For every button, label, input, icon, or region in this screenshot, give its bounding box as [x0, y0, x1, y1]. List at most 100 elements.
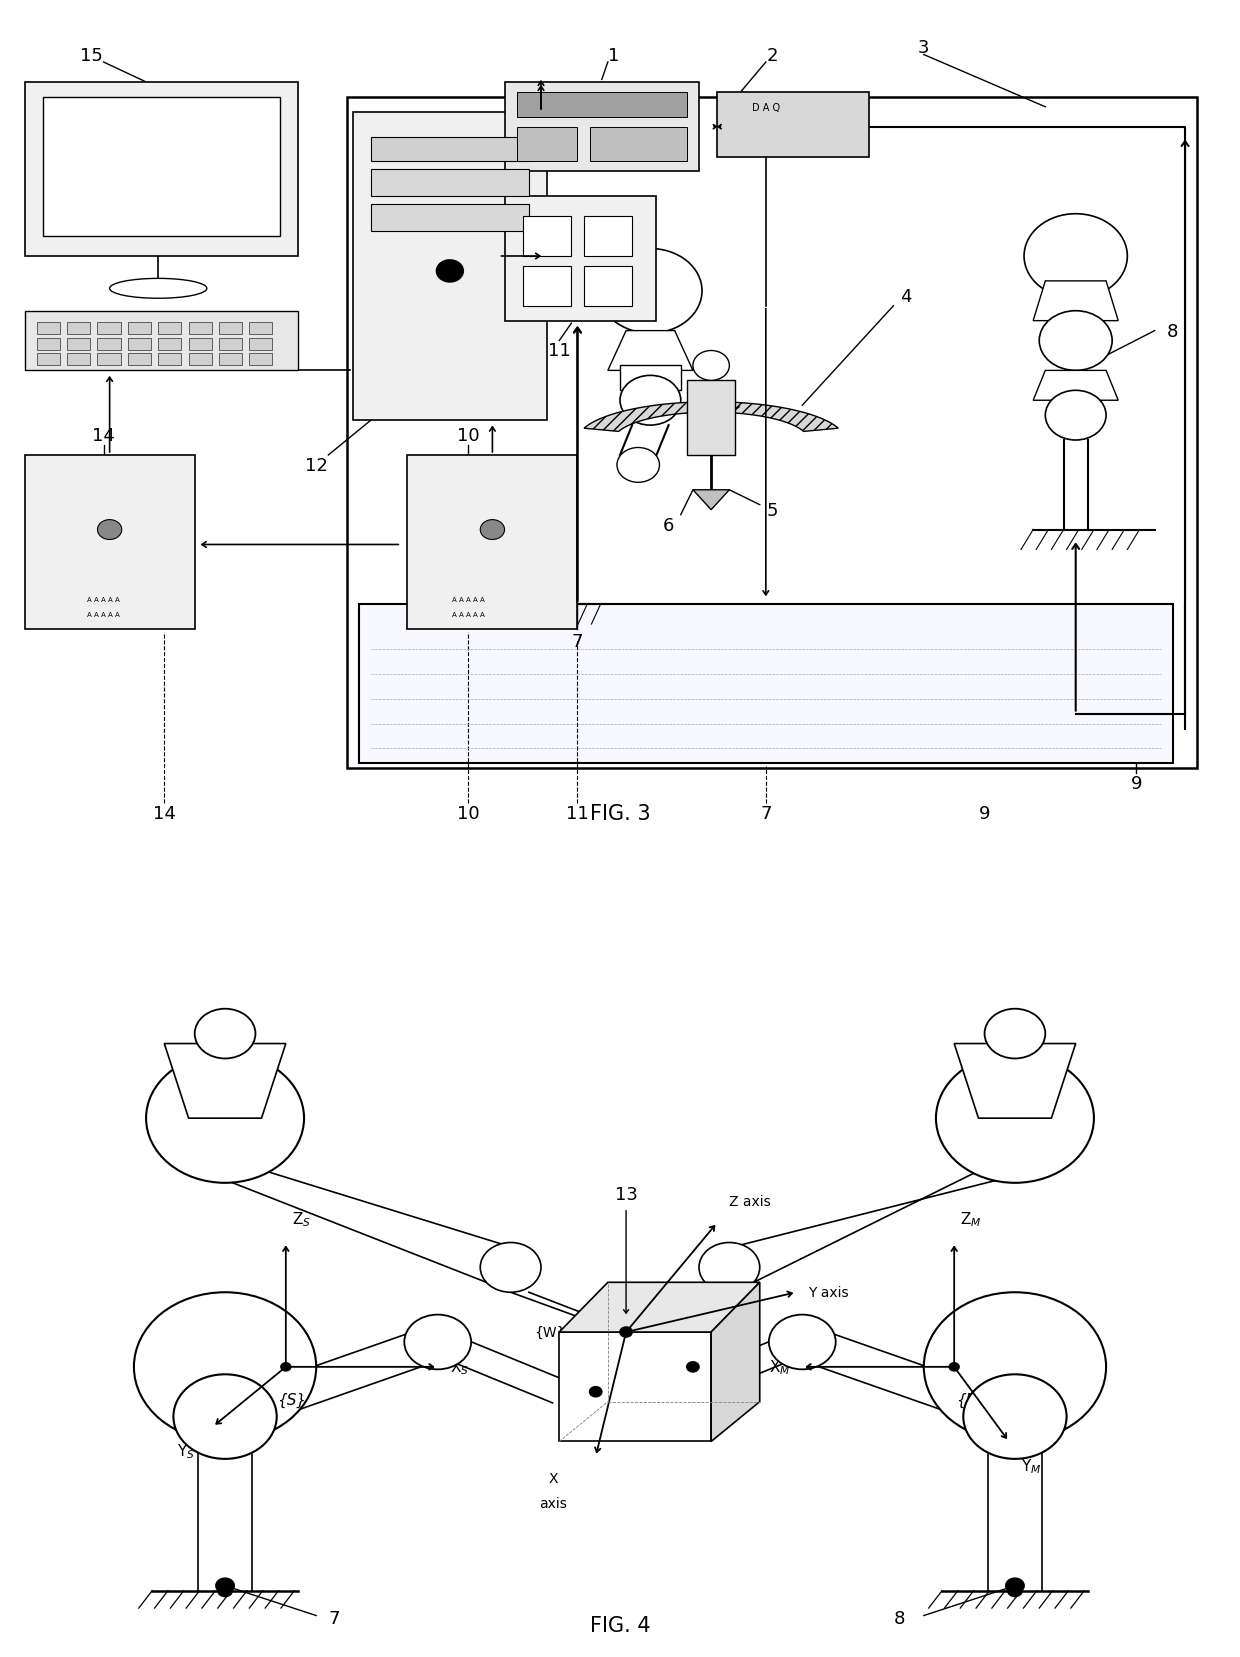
Text: 11: 11 [567, 805, 589, 822]
Text: 8: 8 [1167, 323, 1178, 340]
Circle shape [404, 1316, 471, 1369]
Bar [589, 128, 687, 162]
Bar [37, 338, 60, 350]
Circle shape [195, 1009, 255, 1059]
Text: Y axis: Y axis [808, 1286, 849, 1299]
Bar [128, 323, 151, 335]
Circle shape [599, 250, 702, 335]
Circle shape [480, 520, 505, 540]
Text: 15: 15 [79, 46, 103, 65]
Bar [584, 267, 632, 307]
Bar [523, 217, 572, 257]
Bar [37, 355, 60, 366]
Text: 14: 14 [153, 805, 176, 822]
Circle shape [963, 1375, 1066, 1460]
Text: X: X [548, 1471, 558, 1485]
Bar [249, 355, 273, 366]
Bar [188, 355, 212, 366]
Bar [407, 456, 578, 630]
Text: 12: 12 [305, 457, 327, 474]
Text: 6: 6 [663, 517, 675, 534]
Bar [188, 338, 212, 350]
Circle shape [620, 376, 681, 426]
Text: 10: 10 [456, 428, 480, 444]
Text: 7: 7 [572, 633, 583, 651]
Text: 2: 2 [766, 46, 777, 65]
Bar [517, 93, 687, 118]
Circle shape [480, 1243, 541, 1292]
Bar [67, 355, 91, 366]
Bar [352, 113, 547, 421]
Bar [25, 312, 298, 371]
Bar [67, 338, 91, 350]
Bar [346, 98, 1197, 769]
Text: A A A A A: A A A A A [451, 611, 485, 618]
Polygon shape [954, 1044, 1075, 1118]
Text: Z$_M$: Z$_M$ [960, 1210, 982, 1228]
Text: X$_M$: X$_M$ [769, 1357, 790, 1377]
Text: Y$_S$: Y$_S$ [177, 1442, 195, 1460]
Circle shape [589, 1387, 601, 1397]
Text: 4: 4 [900, 288, 911, 305]
Text: 13: 13 [615, 1185, 637, 1203]
Text: A A A A A: A A A A A [87, 597, 120, 603]
Circle shape [1008, 1584, 1022, 1597]
Text: 8: 8 [894, 1609, 905, 1627]
Circle shape [687, 1362, 699, 1372]
Bar [371, 171, 528, 197]
Circle shape [1045, 391, 1106, 441]
Bar [620, 366, 681, 391]
Bar [584, 217, 632, 257]
Bar [98, 338, 120, 350]
Text: 9: 9 [1131, 775, 1142, 792]
Text: A A A A A: A A A A A [87, 611, 120, 618]
Text: display: display [131, 194, 186, 210]
Circle shape [618, 447, 660, 484]
Circle shape [281, 1364, 290, 1370]
Bar [67, 323, 91, 335]
Text: D A Q: D A Q [751, 103, 780, 113]
Bar [159, 323, 181, 335]
Bar [717, 93, 869, 157]
Text: 7: 7 [329, 1609, 340, 1627]
Text: 1: 1 [609, 46, 620, 65]
Polygon shape [693, 490, 729, 510]
Circle shape [769, 1316, 836, 1369]
Circle shape [620, 1327, 632, 1337]
Circle shape [950, 1364, 959, 1370]
Text: P$_x$: P$_x$ [564, 1370, 580, 1387]
Bar [25, 83, 298, 257]
Bar [371, 205, 528, 232]
Polygon shape [584, 403, 838, 432]
Circle shape [174, 1375, 277, 1460]
Circle shape [216, 1577, 234, 1594]
Bar [188, 323, 212, 335]
Text: {W}: {W} [533, 1326, 565, 1339]
Circle shape [936, 1054, 1094, 1183]
Text: P$_{ori}$: P$_{ori}$ [639, 1301, 661, 1317]
Text: 11: 11 [548, 343, 570, 360]
Text: 5: 5 [766, 502, 777, 519]
Bar [219, 338, 242, 350]
Bar [42, 98, 280, 237]
Circle shape [436, 260, 464, 283]
Text: 3: 3 [918, 40, 930, 56]
Bar [687, 381, 735, 456]
Text: Z$_S$: Z$_S$ [291, 1210, 311, 1228]
Text: C-scan: C-scan [133, 169, 184, 186]
Bar [159, 355, 181, 366]
Circle shape [1039, 312, 1112, 371]
Bar [523, 267, 572, 307]
Polygon shape [1033, 371, 1118, 401]
Polygon shape [559, 1283, 760, 1332]
Polygon shape [711, 1283, 760, 1442]
Bar [249, 323, 273, 335]
Text: P$_y$: P$_y$ [708, 1344, 724, 1362]
Bar [358, 605, 1173, 764]
Text: X$_S$: X$_S$ [450, 1357, 469, 1377]
Polygon shape [608, 331, 693, 371]
Circle shape [699, 1243, 760, 1292]
Text: A A A A A: A A A A A [451, 597, 485, 603]
Bar [517, 128, 578, 162]
Bar [128, 355, 151, 366]
